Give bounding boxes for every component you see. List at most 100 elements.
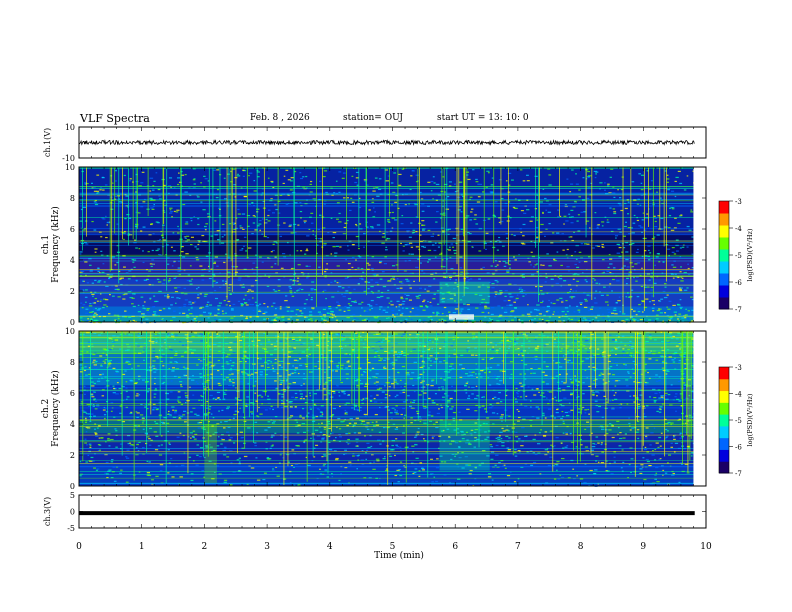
noise-pixel (326, 476, 330, 478)
noise-pixel (577, 396, 580, 398)
noise-pixel (410, 401, 412, 403)
noise-pixel (182, 312, 186, 314)
noise-pixel (279, 340, 283, 342)
noise-pixel (115, 254, 120, 257)
noise-pixel (237, 300, 241, 303)
noise-pixel (167, 449, 170, 451)
noise-pixel (427, 414, 431, 416)
noise-pixel (546, 253, 549, 255)
noise-pixel (88, 367, 91, 369)
noise-pixel (641, 219, 644, 221)
noise-pixel (142, 313, 145, 315)
noise-pixel (216, 169, 220, 171)
noise-pixel (381, 391, 385, 393)
noise-pixel (529, 220, 533, 222)
noise-pixel (396, 383, 399, 385)
noise-pixel (184, 173, 187, 176)
noise-pixel (262, 347, 265, 350)
noise-pixel (445, 362, 448, 364)
noise-pixel (324, 320, 327, 323)
noise-pixel (674, 195, 677, 198)
noise-pixel (313, 456, 316, 458)
noise-pixel (578, 251, 582, 253)
noise-pixel (360, 364, 364, 366)
noise-pixel (178, 417, 182, 420)
noise-pixel (598, 426, 601, 428)
noise-pixel (375, 384, 378, 386)
noise-pixel (174, 334, 178, 336)
noise-pixel (106, 305, 109, 308)
noise-pixel (448, 246, 451, 248)
noise-pixel (457, 478, 461, 480)
noise-pixel (643, 229, 647, 231)
noise-pixel (606, 433, 609, 435)
noise-pixel (217, 382, 221, 385)
noise-pixel (355, 417, 360, 419)
noise-pixel (284, 354, 287, 356)
noise-pixel (544, 449, 549, 451)
noise-pixel (188, 456, 192, 458)
noise-pixel (277, 212, 281, 214)
noise-pixel (222, 355, 226, 357)
noise-pixel (687, 310, 690, 312)
noise-pixel (285, 295, 288, 297)
noise-pixel (392, 314, 395, 316)
noise-pixel (165, 422, 170, 424)
noise-pixel (255, 279, 258, 282)
noise-pixel (239, 431, 244, 433)
noise-pixel (685, 431, 689, 433)
noise-pixel (654, 448, 657, 451)
noise-pixel (369, 400, 373, 402)
noise-pixel (658, 380, 661, 382)
noise-pixel (217, 239, 220, 241)
noise-pixel (398, 468, 401, 471)
noise-pixel (653, 282, 657, 285)
noise-pixel (179, 432, 182, 434)
noise-pixel (138, 394, 141, 396)
noise-pixel (214, 314, 218, 316)
noise-pixel (350, 197, 353, 199)
noise-pixel (145, 318, 149, 320)
noise-pixel (439, 440, 441, 442)
noise-pixel (556, 251, 559, 253)
noise-pixel (290, 321, 294, 324)
noise-pixel (604, 301, 609, 303)
noise-pixel (406, 446, 409, 448)
noise-pixel (430, 385, 434, 387)
noise-pixel (93, 332, 97, 334)
noise-pixel (159, 319, 163, 321)
noise-pixel (401, 168, 405, 170)
noise-pixel (568, 359, 571, 362)
noise-pixel (319, 180, 322, 182)
noise-pixel (440, 298, 444, 301)
noise-pixel (403, 425, 405, 427)
noise-pixel (310, 222, 314, 224)
noise-pixel (444, 461, 447, 463)
noise-pixel (572, 290, 575, 292)
noise-pixel (475, 385, 478, 387)
noise-pixel (661, 349, 665, 352)
noise-pixel (155, 300, 159, 303)
noise-pixel (608, 286, 611, 288)
noise-pixel (85, 243, 89, 245)
noise-pixel (619, 437, 623, 440)
noise-pixel (309, 183, 313, 186)
noise-pixel (158, 198, 162, 200)
noise-pixel (335, 459, 339, 461)
noise-pixel (483, 450, 486, 452)
noise-pixel (287, 461, 291, 463)
noise-pixel (419, 345, 422, 347)
noise-pixel (500, 401, 503, 403)
noise-pixel (376, 195, 380, 197)
noise-pixel (223, 261, 226, 264)
noise-pixel (506, 237, 508, 239)
noise-pixel (256, 415, 259, 417)
noise-pixel (289, 406, 293, 408)
noise-pixel (587, 176, 590, 178)
noise-pixel (345, 402, 349, 404)
noise-pixel (611, 436, 615, 439)
noise-pixel (583, 306, 588, 308)
noise-pixel (200, 340, 204, 342)
noise-pixel (511, 310, 515, 312)
noise-pixel (468, 350, 471, 352)
